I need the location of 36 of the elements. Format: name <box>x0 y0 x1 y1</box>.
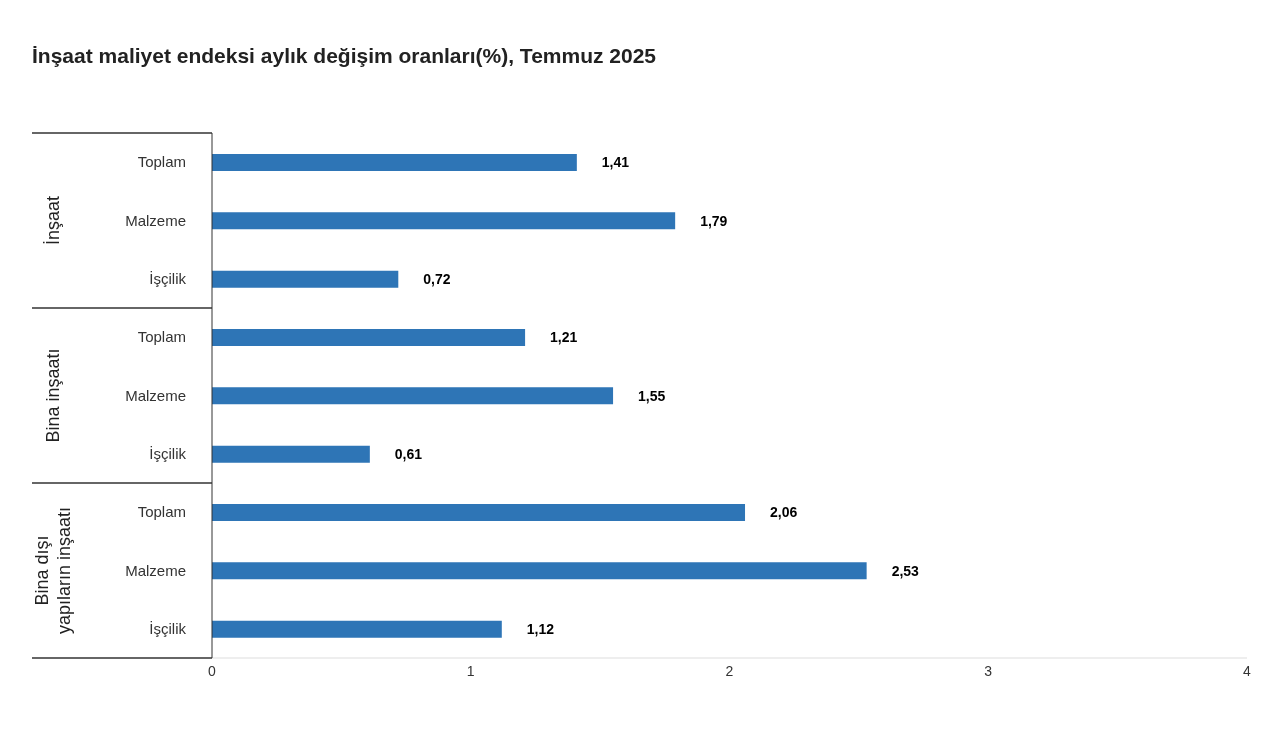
x-tick-label: 3 <box>984 662 993 679</box>
y-tick-label: İşçilik <box>149 445 187 463</box>
data-label: 1,55 <box>638 387 666 404</box>
data-label: 1,79 <box>700 212 728 229</box>
data-label: 0,61 <box>394 446 423 463</box>
x-tick-label: 0 <box>208 662 217 679</box>
y-tick-label: İşçilik <box>149 270 187 288</box>
data-label: 1,21 <box>550 329 578 346</box>
bar <box>212 212 676 230</box>
bar <box>212 154 577 171</box>
x-tick-label: 2 <box>725 662 734 679</box>
data-label: 2,53 <box>891 562 920 579</box>
bar <box>212 329 526 346</box>
text: İnşaat <box>43 195 63 246</box>
bar <box>212 504 746 521</box>
data-label: 0,72 <box>423 271 451 288</box>
y-tick-label: Malzeme <box>125 386 186 404</box>
bar <box>212 270 399 288</box>
bar <box>212 620 502 638</box>
chart-title: İnşaat maliyet endeksi aylık değişim oranları(%), Temmuz 2025 <box>32 44 657 68</box>
y-tick-label: Malzeme <box>125 211 186 229</box>
y-tick-label: Toplam <box>137 328 186 346</box>
x-tick-label: 4 <box>1243 662 1252 679</box>
bar <box>212 387 614 405</box>
data-label: 2,06 <box>770 504 798 521</box>
y-tick-label: İşçilik <box>149 620 187 638</box>
data-label: 1,12 <box>526 621 555 638</box>
data-label: 1,41 <box>601 154 630 171</box>
y-tick-label: Toplam <box>137 503 186 521</box>
text: Bina dışı yapıların inşaatı <box>32 506 74 635</box>
bar <box>212 445 370 463</box>
y-tick-label: Toplam <box>137 153 186 171</box>
y-tick-label: Malzeme <box>125 561 186 579</box>
bar <box>212 562 867 580</box>
text: Bina inşaatı <box>43 348 63 443</box>
x-tick-label: 1 <box>466 662 475 679</box>
